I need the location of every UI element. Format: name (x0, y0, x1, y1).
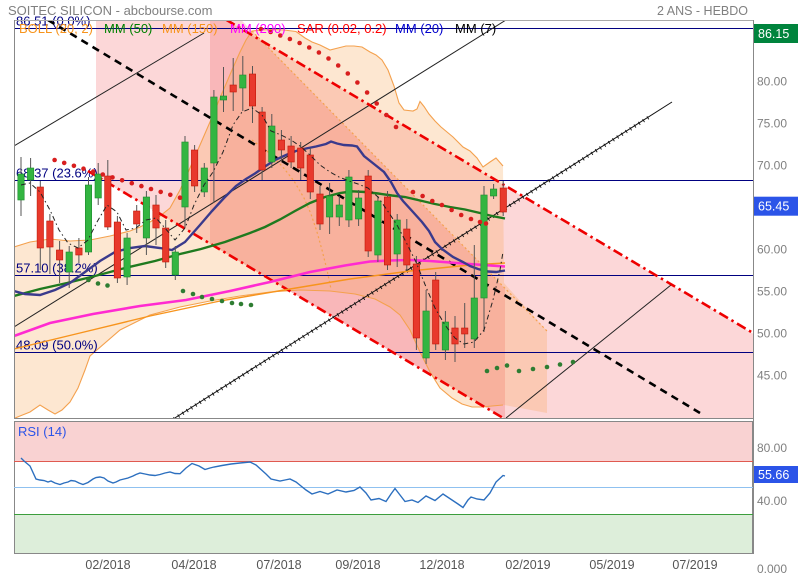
svg-text:07/2018: 07/2018 (256, 558, 301, 572)
svg-text:50.00: 50.00 (757, 327, 787, 341)
svg-text:MM (20): MM (20) (395, 21, 443, 36)
svg-text:65.45: 65.45 (758, 200, 789, 214)
svg-text:2 ANS - HEBDO: 2 ANS - HEBDO (657, 4, 748, 18)
svg-text:04/2018: 04/2018 (171, 558, 216, 572)
svg-text:40.00: 40.00 (757, 494, 787, 508)
svg-text:0.000: 0.000 (757, 562, 787, 576)
svg-text:80.00: 80.00 (757, 74, 787, 88)
svg-text:SAR (0.02, 0.2): SAR (0.02, 0.2) (297, 21, 387, 36)
svg-text:02/2018: 02/2018 (85, 558, 130, 572)
svg-text:RSI (14): RSI (14) (18, 424, 66, 439)
svg-text:55.00: 55.00 (757, 285, 787, 299)
svg-text:75.00: 75.00 (757, 116, 787, 130)
svg-text:45.00: 45.00 (757, 369, 787, 383)
svg-text:02/2019: 02/2019 (505, 558, 550, 572)
svg-text:12/2018: 12/2018 (419, 558, 464, 572)
svg-text:07/2019: 07/2019 (672, 558, 717, 572)
svg-text:68.37 (23.6%): 68.37 (23.6%) (16, 166, 98, 181)
svg-text:MM (150): MM (150) (162, 21, 218, 36)
svg-text:MM (200): MM (200) (230, 21, 286, 36)
svg-text:MM (7): MM (7) (455, 21, 496, 36)
svg-text:70.00: 70.00 (757, 158, 787, 172)
svg-text:MM (50): MM (50) (104, 21, 152, 36)
svg-text:60.00: 60.00 (757, 243, 787, 257)
svg-text:48.09 (50.0%): 48.09 (50.0%) (16, 338, 98, 353)
svg-text:80.00: 80.00 (757, 441, 787, 455)
svg-text:09/2018: 09/2018 (335, 558, 380, 572)
svg-text:86.15: 86.15 (758, 27, 789, 41)
svg-text:05/2019: 05/2019 (589, 558, 634, 572)
svg-text:BOLL (20, 2): BOLL (20, 2) (19, 21, 93, 36)
svg-text:SOITEC SILICON - abcbourse.com: SOITEC SILICON - abcbourse.com (8, 3, 212, 18)
svg-text:57.10 (38.2%): 57.10 (38.2%) (16, 261, 98, 276)
svg-text:55.66: 55.66 (758, 468, 789, 482)
